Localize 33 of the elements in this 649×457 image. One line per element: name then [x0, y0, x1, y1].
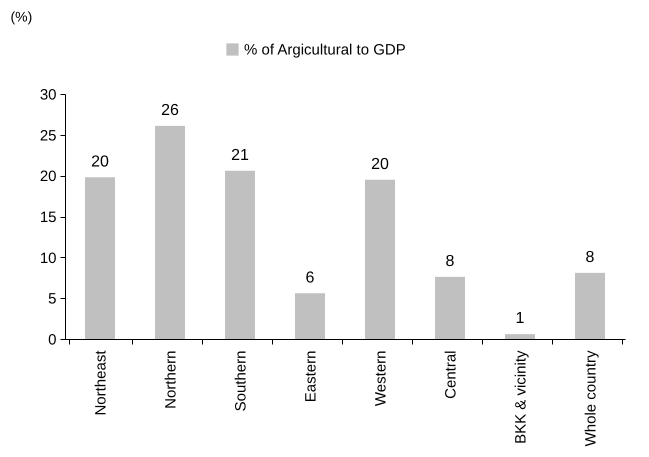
- bar: [295, 293, 325, 339]
- x-tick-label: Central: [442, 350, 460, 399]
- y-tick-label: 10: [40, 250, 56, 267]
- bar: [435, 276, 465, 339]
- y-tick-label: 5: [48, 290, 56, 308]
- data-label: 6: [306, 269, 315, 286]
- bar: [365, 180, 395, 339]
- y-tick-label: 15: [40, 209, 56, 226]
- y-tick-label: 25: [40, 127, 56, 144]
- x-tick-label: Eastern: [302, 350, 320, 402]
- legend-label: % of Argicultural to GDP: [244, 42, 406, 58]
- x-tick-label: Northern: [162, 350, 180, 409]
- y-tick-label: 30: [40, 86, 56, 104]
- data-label: 8: [586, 248, 595, 266]
- data-label: 26: [161, 102, 179, 119]
- y-tick-label: 0: [48, 332, 56, 348]
- bar: [155, 126, 185, 339]
- y-tick-label: 20: [40, 168, 56, 186]
- bar: [505, 334, 535, 339]
- bar: [85, 177, 115, 339]
- x-tick-label: Northeast: [92, 350, 110, 416]
- bar: [225, 170, 255, 339]
- data-label: 21: [231, 146, 249, 164]
- data-label: 20: [371, 156, 389, 173]
- x-tick-label: Western: [372, 350, 390, 406]
- x-tick-label: Whole country: [582, 350, 600, 446]
- x-tick-label: BKK & vicinity: [512, 350, 530, 444]
- data-label: 8: [446, 252, 455, 270]
- x-tick-label: Southern: [232, 350, 250, 412]
- y-axis-title: (%): [10, 8, 32, 24]
- data-label: 20: [91, 153, 109, 170]
- data-label: 1: [516, 310, 525, 328]
- bar: [575, 272, 605, 339]
